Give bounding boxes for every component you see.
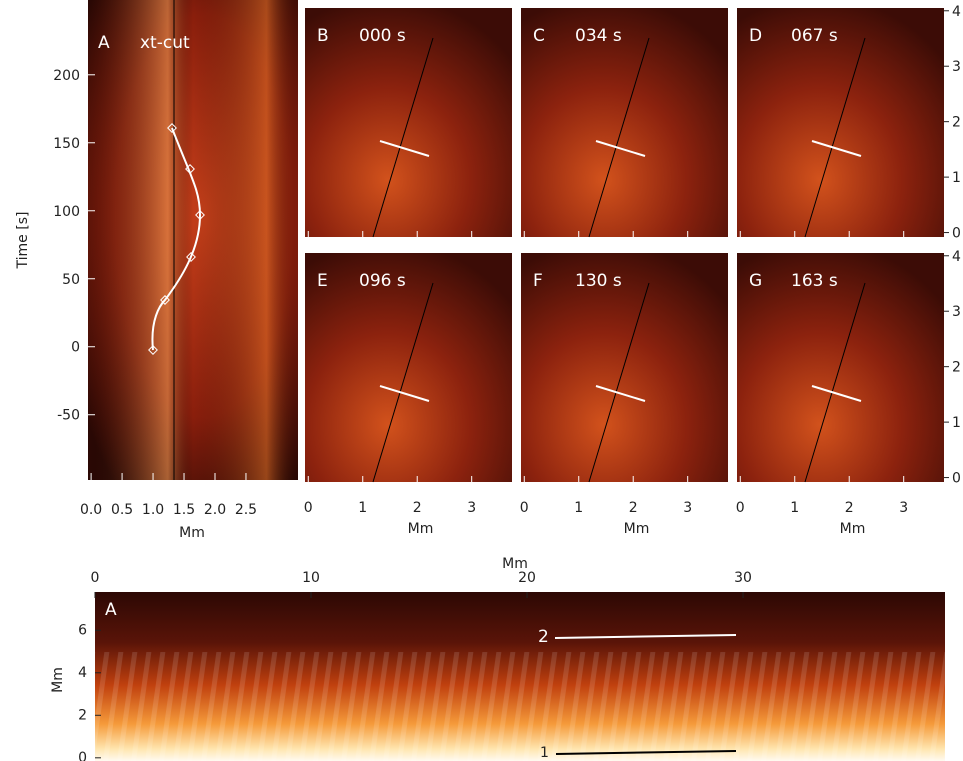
x-tick-label: 2 <box>845 500 854 516</box>
y-tick-label: 100 <box>53 204 80 220</box>
x-tick-label: 1.5 <box>173 502 195 518</box>
frame-label: F <box>533 271 543 291</box>
x-tick-label: 3 <box>467 500 476 516</box>
x-tick-label: 0 <box>736 500 745 516</box>
figure: Axt-cut0.00.51.01.52.02.5-50050100150200… <box>0 0 963 761</box>
y-tick-label: 3 <box>952 59 961 75</box>
y-tick-label: -50 <box>57 408 80 424</box>
slit-label: 1 <box>540 745 549 761</box>
x-axis-label: Mm <box>624 521 650 537</box>
panel-title: xt-cut <box>140 33 190 53</box>
y-tick-label: 1 <box>952 170 961 186</box>
frame-time: 163 s <box>791 271 838 291</box>
y-axis-label: Mm <box>50 667 66 693</box>
limb-spicules <box>95 652 945 761</box>
x-tick-label: 3 <box>683 500 692 516</box>
frame-image <box>737 8 944 237</box>
x-tick-label: 1.0 <box>142 502 164 518</box>
x-tick-label: 2 <box>629 500 638 516</box>
x-tick-label: 30 <box>734 570 752 586</box>
frame-time: 034 s <box>575 26 622 46</box>
frame-time: 130 s <box>575 271 622 291</box>
y-axis-label: Time [s] <box>15 212 31 270</box>
x-tick-label: 2 <box>413 500 422 516</box>
frame-image <box>521 8 728 237</box>
x-tick-label: 0.5 <box>111 502 133 518</box>
x-axis-label: Mm <box>408 521 434 537</box>
y-tick-label: 2 <box>952 115 961 131</box>
x-tick-label: 1 <box>358 500 367 516</box>
frame-image <box>737 253 944 482</box>
frame-label: D <box>749 26 762 46</box>
y-tick-label: 2 <box>78 707 87 723</box>
x-tick-label: 1 <box>574 500 583 516</box>
y-tick-label: 4 <box>952 4 961 20</box>
x-tick-label: 0 <box>304 500 313 516</box>
frame-image <box>521 253 728 482</box>
x-tick-label: 1 <box>790 500 799 516</box>
y-tick-label: 0 <box>952 226 961 242</box>
x-tick-label: 2.0 <box>204 502 226 518</box>
y-tick-label: 4 <box>78 665 87 681</box>
y-tick-label: 6 <box>78 622 87 638</box>
x-tick-label: 2.5 <box>235 502 257 518</box>
y-tick-label: 0 <box>78 750 87 761</box>
frame-label: C <box>533 26 545 46</box>
frame-image <box>305 253 512 482</box>
x-tick-label: 10 <box>302 570 320 586</box>
y-tick-label: 0 <box>71 340 80 356</box>
frame-time: 096 s <box>359 271 406 291</box>
y-tick-label: 50 <box>62 272 80 288</box>
xt-image-overlay <box>88 0 298 480</box>
x-tick-label: 3 <box>899 500 908 516</box>
y-tick-label: 0 <box>952 471 961 487</box>
frame-label: E <box>317 271 328 291</box>
x-axis-label: Mm <box>179 525 205 541</box>
y-tick-label: 1 <box>952 415 961 431</box>
y-tick-label: 150 <box>53 136 80 152</box>
x-axis-label: Mm <box>840 521 866 537</box>
x-tick-label: 20 <box>518 570 536 586</box>
x-tick-label: 0.0 <box>80 502 102 518</box>
x-axis-label: Mm <box>502 556 528 572</box>
slit-label: 2 <box>538 627 549 647</box>
frame-label: G <box>749 271 762 291</box>
frame-time: 067 s <box>791 26 838 46</box>
x-tick-label: 0 <box>91 570 100 586</box>
panel-label: A <box>105 600 117 620</box>
frame-image <box>305 8 512 237</box>
y-tick-label: 200 <box>53 68 80 84</box>
panel-label: A <box>98 33 110 53</box>
frame-label: B <box>317 26 329 46</box>
y-tick-label: 3 <box>952 304 961 320</box>
frame-time: 000 s <box>359 26 406 46</box>
y-tick-label: 2 <box>952 360 961 376</box>
x-tick-label: 0 <box>520 500 529 516</box>
y-tick-label: 4 <box>952 249 961 265</box>
